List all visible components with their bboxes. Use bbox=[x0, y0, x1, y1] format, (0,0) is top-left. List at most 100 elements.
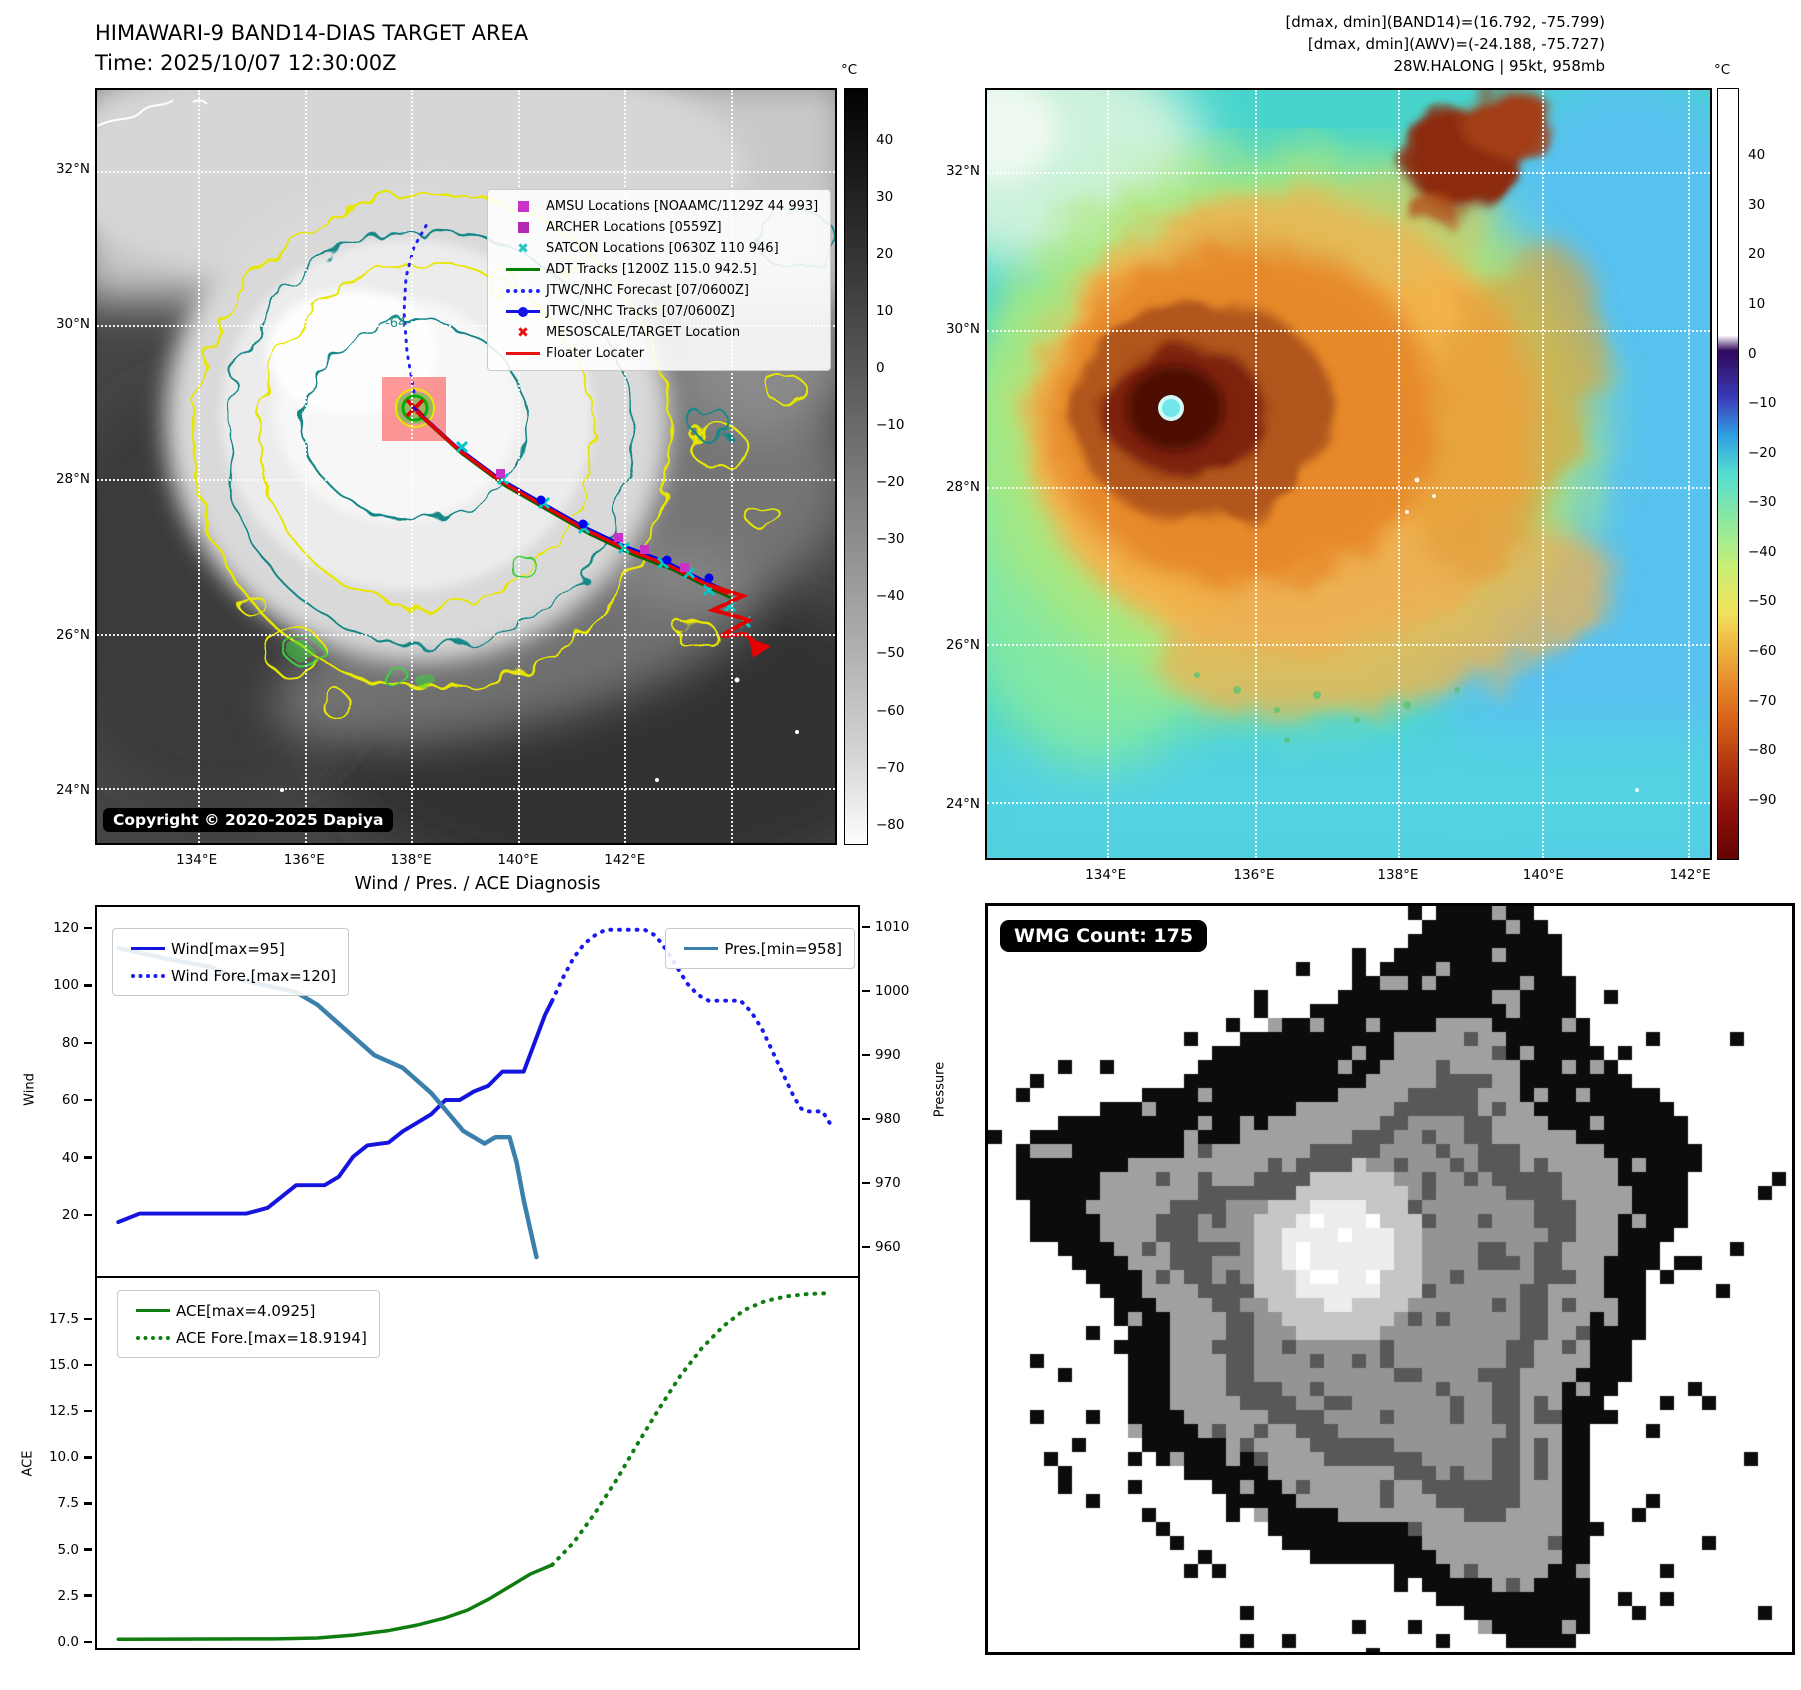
legend-label: MESOSCALE/TARGET Location bbox=[546, 325, 741, 340]
wmg-count-badge: WMG Count: 175 bbox=[1000, 920, 1208, 952]
tick-label: 0 bbox=[876, 360, 885, 377]
info-dmax-band14: [dmax, dmin](BAND14)=(16.792, -75.799) bbox=[1285, 13, 1605, 31]
wmg-canvas bbox=[988, 906, 1792, 1652]
tick-label: 15.0 bbox=[49, 1357, 92, 1373]
tick-label: 134°E bbox=[1085, 867, 1127, 883]
tick-label: −20 bbox=[876, 474, 905, 491]
tick-label: −70 bbox=[876, 759, 905, 776]
tick-label: 28°N bbox=[55, 471, 90, 488]
info-dmax-awv: [dmax, dmin](AWV)=(-24.188, -75.727) bbox=[1307, 34, 1605, 53]
tick-label: 24°N bbox=[945, 795, 980, 812]
tick-label: 12.5 bbox=[49, 1403, 92, 1419]
tick-label: −10 bbox=[1748, 395, 1777, 412]
ace-chart: ACE[max=4.0925] ACE Fore.[max=18.9194] bbox=[95, 1278, 860, 1650]
legend-item: JTWC/NHC Tracks [07/0600Z] bbox=[500, 301, 818, 322]
tick-label: 20 bbox=[876, 246, 894, 263]
legend-item: ARCHER Locations [0559Z] bbox=[500, 217, 818, 238]
x-marker-icon: ✖ bbox=[517, 240, 529, 257]
title-line1: HIMAWARI-9 BAND14-DIAS TARGET AREA bbox=[95, 21, 529, 45]
tick-label: 2.5 bbox=[58, 1588, 92, 1604]
awv-colorbar-unit: °C bbox=[1714, 62, 1731, 78]
band14-lat-axis: 32°N 30°N 28°N 26°N 24°N bbox=[36, 88, 90, 845]
tick-label: 40 bbox=[1748, 147, 1766, 164]
dotted-marker-icon bbox=[500, 288, 546, 293]
tick-label: 0.0 bbox=[58, 1634, 92, 1650]
line-marker-icon bbox=[130, 1308, 176, 1313]
header-info: [dmax, dmin](BAND14)=(16.792, -75.799) [… bbox=[1285, 12, 1605, 77]
tick-label: −50 bbox=[876, 645, 905, 662]
square-marker-icon bbox=[500, 222, 546, 233]
legend-item: Wind[max=95] bbox=[125, 935, 336, 962]
tick-label: 100 bbox=[53, 977, 92, 993]
tick-label: −80 bbox=[876, 816, 905, 833]
band14-lon-axis: 134°E 136°E 138°E 140°E 142°E bbox=[95, 850, 837, 872]
tick-label: 40 bbox=[876, 132, 894, 149]
legend-label: ACE[max=4.0925] bbox=[176, 1301, 316, 1320]
tick-label: 20 bbox=[62, 1207, 92, 1223]
tick-label: 30 bbox=[876, 189, 894, 206]
tick-label: 17.5 bbox=[49, 1311, 92, 1327]
legend-item: ADT Tracks [1200Z 115.0 942.5] bbox=[500, 259, 818, 280]
tick-label: 1010 bbox=[862, 919, 909, 935]
tick-label: 134°E bbox=[176, 852, 218, 868]
tick-label: 40 bbox=[62, 1150, 92, 1166]
tick-label: 5.0 bbox=[58, 1542, 92, 1558]
tick-label: 140°E bbox=[497, 852, 539, 868]
tick-label: −40 bbox=[876, 588, 905, 605]
series-wind bbox=[550, 927, 832, 1125]
legend-label: AMSU Locations [NOAAMC/1129Z 44 993] bbox=[546, 199, 819, 214]
tick-label: 20 bbox=[1748, 246, 1766, 263]
tick-label: −30 bbox=[876, 531, 905, 548]
tick-label: 24°N bbox=[55, 781, 90, 798]
awv-colorbar-ticks: 40 30 20 10 0 −10 −20 −30 −40 −50 −60 −70 −80 −90 bbox=[1748, 88, 1798, 860]
storm-id-intensity: 28W.HALONG | 95kt, 958mb bbox=[1393, 56, 1605, 75]
tick-label: 30°N bbox=[55, 316, 90, 333]
dotted-marker-icon bbox=[130, 1335, 176, 1340]
tick-label: −60 bbox=[876, 702, 905, 719]
tick-label: 142°E bbox=[1669, 867, 1711, 883]
series-wind bbox=[116, 998, 555, 1225]
x-marker-icon: ✖ bbox=[517, 324, 529, 341]
band14-map-panel: AMSU Locations [NOAAMC/1129Z 44 993] ARCH… bbox=[95, 88, 837, 845]
awv-colorbar bbox=[1717, 88, 1739, 860]
line-marker-icon bbox=[678, 946, 724, 951]
tick-label: 138°E bbox=[390, 852, 432, 868]
legend-label: JTWC/NHC Tracks [07/0600Z] bbox=[546, 304, 735, 319]
ace-axis-label: ACE bbox=[20, 1450, 36, 1477]
pressure-y-axis: 1010 1000 990 980 970 960 bbox=[862, 905, 922, 1278]
legend-label: ARCHER Locations [0559Z] bbox=[546, 220, 722, 235]
ace-plot bbox=[116, 1291, 832, 1641]
tick-label: 1000 bbox=[862, 983, 909, 999]
tick-label: 970 bbox=[862, 1175, 901, 1191]
tick-label: 26°N bbox=[945, 637, 980, 654]
tick-label: 32°N bbox=[945, 162, 980, 179]
tick-label: 80 bbox=[62, 1035, 92, 1051]
legend-label: Wind[max=95] bbox=[171, 939, 285, 958]
legend-item: Wind Fore.[max=120] bbox=[125, 962, 336, 989]
band14-colorbar-ticks: 40 30 20 10 0 −10 −20 −30 −40 −50 −60 −70 −80 bbox=[876, 88, 926, 845]
tick-label: −90 bbox=[1748, 791, 1777, 808]
legend-label: Floater Locater bbox=[546, 346, 645, 361]
tick-label: −80 bbox=[1748, 742, 1777, 759]
tick-label: −50 bbox=[1748, 593, 1777, 610]
pressure-legend: Pres.[min=958] bbox=[665, 928, 855, 969]
wind-pressure-chart: Wind[max=95] Wind Fore.[max=120] Pres.[mi… bbox=[95, 905, 860, 1278]
tick-label: 26°N bbox=[55, 626, 90, 643]
tick-label: 990 bbox=[862, 1047, 901, 1063]
tick-label: 142°E bbox=[604, 852, 646, 868]
diagnosis-title: Wind / Pres. / ACE Diagnosis bbox=[354, 874, 601, 894]
wmg-panel: WMG Count: 175 bbox=[985, 903, 1795, 1655]
copyright-badge: Copyright © 2020-2025 Dapiya bbox=[103, 808, 394, 832]
map-legend: AMSU Locations [NOAAMC/1129Z 44 993] ARCH… bbox=[487, 189, 832, 371]
legend-item: Pres.[min=958] bbox=[678, 935, 842, 962]
tick-label: 120 bbox=[53, 920, 92, 936]
legend-item: ✖ MESOSCALE/TARGET Location bbox=[500, 322, 818, 343]
legend-label: Wind Fore.[max=120] bbox=[171, 966, 337, 985]
tick-label: 140°E bbox=[1522, 867, 1564, 883]
tick-label: 136°E bbox=[1233, 867, 1275, 883]
line-marker-icon bbox=[500, 267, 546, 272]
tick-label: 7.5 bbox=[58, 1495, 92, 1511]
wind-y-axis: 120 100 80 60 40 20 bbox=[42, 905, 92, 1278]
legend-label: ACE Fore.[max=18.9194] bbox=[176, 1328, 367, 1347]
